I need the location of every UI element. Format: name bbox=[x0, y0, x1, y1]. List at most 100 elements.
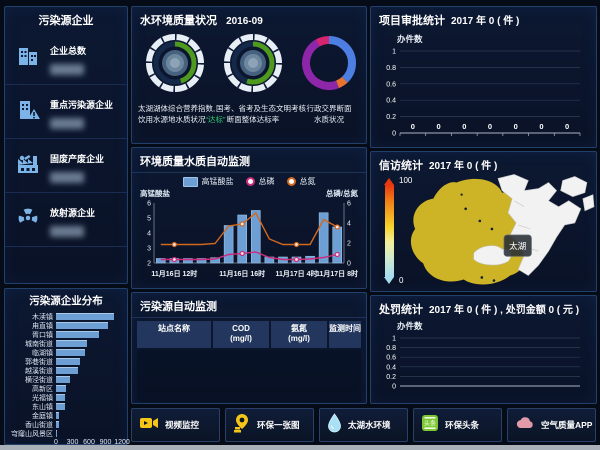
bar bbox=[237, 214, 248, 264]
water-drop-icon bbox=[327, 412, 342, 438]
region-map[interactable]: 太湖 bbox=[401, 172, 595, 288]
svg-text:0: 0 bbox=[411, 122, 415, 131]
svg-text:6: 6 bbox=[147, 201, 151, 208]
panel-title: 环境质量水质自动监测 bbox=[132, 148, 366, 173]
svg-text:0: 0 bbox=[514, 122, 518, 131]
penalty-chart: 0 0.2 0.4 0.6 0.8 1 bbox=[386, 336, 580, 391]
combo-chart: 2 3 4 5 6 0 2 4 6 11月16日 12时 11月16日 16时 11月17日 4时11… bbox=[147, 201, 358, 279]
panel-title: 处罚统计 2017 年 0 ( 件 ) , 处罚金额 0 ( 元 ) bbox=[379, 304, 580, 316]
radiation-icon bbox=[15, 205, 41, 236]
panel-title: 污染源自动监测 bbox=[132, 293, 366, 318]
app-air-quality[interactable]: 空气质量APP bbox=[507, 408, 596, 442]
legend-item-total-nitrogen[interactable]: 总氮 bbox=[286, 176, 316, 187]
app-video-monitoring[interactable]: 视频监控 bbox=[131, 408, 220, 442]
headlines-icon: 头条 bbox=[421, 414, 439, 437]
svg-text:1: 1 bbox=[392, 49, 396, 56]
svg-text:11月16日 16时: 11月16日 16时 bbox=[219, 269, 265, 278]
petition-subtitle: 2017 年 0 ( 件 ) bbox=[429, 161, 498, 172]
table-header-cell: COD (mg/l) bbox=[213, 321, 269, 348]
svg-text:0: 0 bbox=[392, 384, 396, 391]
bar bbox=[56, 394, 66, 401]
y-axis-title: 办件数 bbox=[397, 34, 423, 44]
distribution-row: 城南街道 bbox=[7, 339, 122, 348]
heat-gradient-legend bbox=[385, 185, 394, 277]
panel-title: 信访统计 2017 年 0 ( 件 ) bbox=[379, 160, 498, 172]
distribution-row: 高新区 bbox=[7, 384, 122, 393]
app-env-map[interactable]: 环保一张图 bbox=[225, 408, 314, 442]
svg-text:11月17日 8时: 11月17日 8时 bbox=[316, 269, 358, 278]
panel-pollution-enterprises: 污染源企业 企业总数 重点污染源企业 固废产废企业 放射源企业 bbox=[4, 6, 128, 284]
svg-text:0: 0 bbox=[488, 122, 492, 131]
distribution-row: 光福镇 bbox=[7, 393, 122, 402]
building-alert-icon bbox=[15, 97, 41, 128]
svg-text:2: 2 bbox=[147, 261, 151, 268]
sidebar-item-key-pollution-sources[interactable]: 重点污染源企业 bbox=[5, 85, 127, 139]
svg-text:0.2: 0.2 bbox=[386, 374, 396, 381]
gauge-chart bbox=[146, 34, 204, 92]
donut-boundary-sections: 行政交界断面 水质状况 bbox=[292, 31, 366, 126]
map-pin-icon bbox=[233, 413, 251, 438]
sidebar-item-radiation-enterprises[interactable]: 放射源企业 bbox=[5, 193, 127, 247]
app-env-headlines[interactable]: 头条 环保头条 bbox=[413, 408, 502, 442]
sidebar-item-solid-waste-enterprises[interactable]: 固废产废企业 bbox=[5, 139, 127, 193]
table-header-cell: 监测时间 bbox=[329, 321, 361, 348]
svg-text:0: 0 bbox=[392, 131, 396, 138]
bar bbox=[56, 403, 65, 410]
gauge-taihu-nutrition: 太湖湖体综合营养指数, 饮用水源地水质状况“达标” bbox=[138, 31, 226, 126]
segment-crimson bbox=[302, 36, 356, 90]
gradient-arrow-top bbox=[384, 178, 394, 185]
legend-dot-orange bbox=[286, 177, 296, 186]
bar bbox=[210, 257, 220, 264]
svg-text:0: 0 bbox=[436, 122, 440, 131]
report-date: 2016-09 bbox=[226, 16, 263, 27]
distribution-row: 甪直镇 bbox=[7, 321, 122, 330]
status-badge: “达标” bbox=[205, 114, 226, 124]
axis-titles: 高锰酸盐 总磷/总氮 bbox=[132, 187, 366, 199]
panel-pollution-auto-monitoring: 污染源自动监测 站点名称 COD (mg/l) 氨氮 (mg/l) 监测时间 bbox=[131, 292, 367, 404]
blurred-value bbox=[50, 172, 84, 183]
approval-chart: 0 0.2 0.4 0.6 0.8 1 0 0 0 0 0 0 0 bbox=[386, 49, 581, 138]
svg-text:11月16日 12时: 11月16日 12时 bbox=[151, 269, 197, 278]
svg-text:0.6: 0.6 bbox=[386, 81, 396, 88]
legend-item-permanganate[interactable]: 高锰酸盐 bbox=[182, 176, 234, 187]
svg-text:0: 0 bbox=[565, 122, 569, 131]
table-header-cell: 站点名称 bbox=[137, 321, 211, 348]
map-tooltip-label: 太湖 bbox=[509, 240, 526, 251]
table-header-cell: 氨氮 (mg/l) bbox=[271, 321, 327, 348]
bar bbox=[318, 212, 329, 264]
bar bbox=[56, 322, 109, 329]
cloud-icon bbox=[515, 415, 535, 435]
distribution-row: 越溪街道 bbox=[7, 366, 122, 375]
item-label: 企业总数 bbox=[50, 46, 87, 56]
item-label: 重点污染源企业 bbox=[50, 100, 114, 110]
distribution-x-axis: 0 300 600 900 1200 bbox=[54, 439, 130, 446]
bar bbox=[56, 376, 71, 383]
app-taihu-water-env[interactable]: 太湖水环境 bbox=[319, 408, 408, 442]
legend-item-total-phosphorus[interactable]: 总磷 bbox=[245, 176, 275, 187]
distribution-row: 金庭镇 bbox=[7, 411, 122, 420]
svg-text:11月17日 4时: 11月17日 4时 bbox=[275, 269, 317, 278]
svg-text:3: 3 bbox=[147, 246, 151, 253]
y-axis-title: 办件数 bbox=[397, 321, 423, 331]
svg-text:4: 4 bbox=[147, 231, 151, 238]
gradient-arrow-bottom bbox=[384, 277, 394, 284]
donut-chart bbox=[302, 36, 356, 90]
sidebar-item-total-enterprises[interactable]: 企业总数 bbox=[5, 31, 127, 85]
legend-bar-swatch bbox=[182, 176, 198, 187]
table-header-row: 站点名称 COD (mg/l) 氨氮 (mg/l) 监测时间 bbox=[137, 321, 361, 348]
land-region bbox=[497, 174, 582, 276]
left-axis-title: 高锰酸盐 bbox=[140, 189, 170, 198]
panel-title: 项目审批统计 2017 年 0 ( 件 ) bbox=[379, 15, 520, 27]
svg-text:6: 6 bbox=[347, 201, 351, 208]
distribution-row: 穹窿山风景区 bbox=[7, 429, 122, 438]
bar bbox=[56, 349, 85, 356]
panel-title: 水环境质量状况 2016-09 bbox=[140, 15, 263, 27]
land-region-ne bbox=[560, 176, 588, 197]
land-region-e bbox=[582, 194, 595, 212]
blurred-value bbox=[50, 64, 84, 75]
bar bbox=[250, 210, 261, 264]
bar bbox=[56, 358, 80, 365]
table-body-empty bbox=[137, 349, 361, 402]
